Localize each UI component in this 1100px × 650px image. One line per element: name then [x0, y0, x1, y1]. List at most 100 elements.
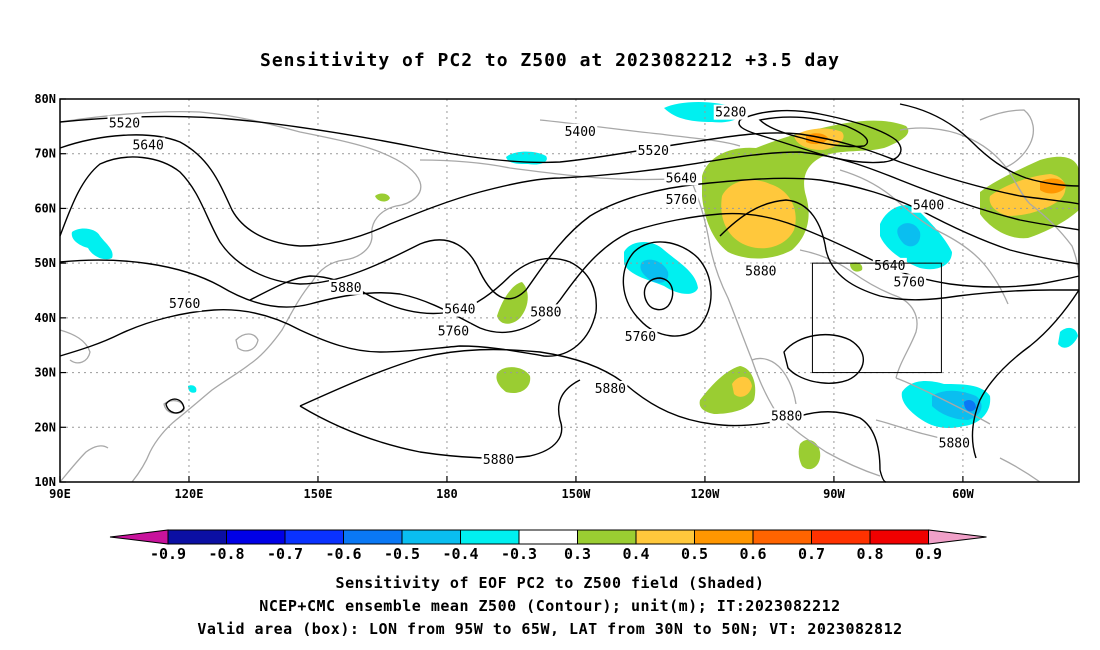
shade-blue-low — [640, 259, 669, 283]
contour-label-bg — [593, 380, 628, 396]
contour-label-bg — [664, 170, 699, 186]
contour-label: 5880 — [939, 437, 970, 452]
contour-label: 5760 — [894, 275, 925, 290]
colorbar-swatch — [811, 529, 871, 545]
contour-label: 5880 — [745, 264, 776, 279]
contour-label-bg — [442, 301, 477, 317]
contour-label-bg — [131, 137, 166, 153]
lon-tick-label: 60W — [952, 487, 974, 501]
contour-label: 5520 — [109, 117, 140, 132]
lon-tick-label: 120E — [175, 487, 204, 501]
shade-cyan-east — [1058, 327, 1078, 348]
contour-label-bg — [481, 452, 516, 468]
caption-valid-area: Valid area (box): LON from 95W to 65W, L… — [197, 620, 903, 638]
contour-label: 5880 — [771, 409, 802, 424]
lat-tick-label: 50N — [34, 256, 56, 270]
colorbar-swatch — [284, 529, 344, 545]
contour-label: 5760 — [169, 297, 200, 312]
contour-label: 5520 — [638, 144, 669, 159]
contour-label: 5400 — [913, 199, 944, 214]
shade-green-gulf — [798, 439, 821, 470]
shade-orange-canada — [721, 180, 796, 249]
shade-green-hawaii — [496, 367, 531, 394]
contour-label-bg — [107, 115, 142, 131]
caption-shading: Sensitivity of EOF PC2 to Z500 field (Sh… — [335, 574, 765, 592]
lat-tick-label: 80N — [34, 92, 56, 106]
lon-tick-label: 120W — [690, 487, 720, 501]
contour-label-bg — [743, 263, 778, 279]
colorbar-label: 0.9 — [915, 545, 942, 563]
lat-lon-grid — [60, 99, 1079, 482]
colorbar-swatch — [460, 529, 520, 545]
contour-label-bg — [328, 279, 363, 295]
contour-label-bg — [872, 257, 907, 273]
lat-tick-label: 20N — [34, 420, 56, 434]
colorbar-swatch — [343, 529, 403, 545]
lat-tick-label: 60N — [34, 201, 56, 215]
colorbar-swatch — [752, 529, 812, 545]
contour-label: 5760 — [438, 325, 469, 340]
colorbar-label: 0.4 — [622, 545, 649, 563]
contour-label: 5880 — [595, 382, 626, 397]
colorbar-label: -0.9 — [150, 545, 186, 563]
colorbar-swatch — [167, 529, 227, 545]
contour-label-bg — [664, 192, 699, 208]
colorbar-swatch — [694, 529, 754, 545]
shade-green-dateline — [497, 282, 528, 324]
colorbar-label: -0.3 — [501, 545, 537, 563]
caption-contour: NCEP+CMC ensemble mean Z500 (Contour); u… — [259, 597, 841, 615]
colorbar-right-arrow — [928, 529, 987, 545]
valid-area-box — [811, 262, 942, 374]
lat-tick-label: 70N — [34, 147, 56, 161]
coastlines — [59, 109, 1080, 483]
colorbar-swatch — [226, 529, 286, 545]
contour-label-bg — [911, 197, 946, 213]
contour-label-bg — [528, 304, 563, 320]
contour-label-bg — [623, 329, 658, 345]
lat-tick-label: 30N — [34, 366, 56, 380]
colorbar-label: 0.5 — [681, 545, 708, 563]
lon-tick-label: 180 — [436, 487, 458, 501]
shade-blue-hudson — [897, 223, 921, 247]
colorbar-swatch — [869, 529, 929, 545]
contour-label-bg — [636, 142, 671, 158]
colorbar-label: 0.3 — [564, 545, 591, 563]
contour-label-bg — [937, 435, 972, 451]
colorbar-label: 0.7 — [798, 545, 825, 563]
lon-tick-label: 150E — [304, 487, 333, 501]
colorbar-label: -0.8 — [208, 545, 244, 563]
colorbar-label: 0.6 — [739, 545, 766, 563]
map-frame — [59, 98, 1080, 483]
contour-label: 5280 — [715, 106, 746, 121]
colorbar-label: -0.7 — [267, 545, 303, 563]
map-title: Sensitivity of PC2 to Z500 at 2023082212… — [259, 50, 840, 71]
shade-darkorange-atlantic — [1040, 178, 1066, 194]
contour-label: 5880 — [530, 305, 561, 320]
contour-label: 5640 — [874, 259, 905, 274]
contour-label-bg — [436, 323, 471, 339]
contour-label: 5640 — [666, 171, 697, 186]
shade-orange-mexico — [732, 376, 752, 397]
contour-label-bg — [563, 123, 598, 139]
contour-label-bg — [892, 274, 927, 290]
colorbar-label: -0.4 — [442, 545, 478, 563]
contour-label: 5640 — [444, 303, 475, 318]
lat-tick-label: 40N — [34, 311, 56, 325]
colorbar-swatch — [577, 529, 637, 545]
contour-label: 5400 — [565, 125, 596, 140]
contour-label: 5640 — [132, 139, 163, 154]
shade-cyan-asia — [71, 228, 113, 260]
colorbar-swatch — [635, 529, 695, 545]
colorbar: -0.9 -0.8 -0.7 -0.6 -0.5 -0.4 -0.3 0.3 0.4 0.5 0.6… — [109, 529, 987, 563]
lat-tick-label: 10N — [34, 475, 56, 489]
contour-label-bg — [769, 408, 804, 424]
colorbar-label: -0.5 — [384, 545, 420, 563]
colorbar-label: -0.6 — [325, 545, 361, 563]
lon-tick-label: 150W — [561, 487, 591, 501]
contour-label: 5760 — [625, 330, 656, 345]
contour-label: 5880 — [483, 453, 514, 468]
axis-ticks: 90E 120E 150E 180 150W 120W 90W 60W 80N 70N 60N 50N… — [34, 92, 974, 501]
